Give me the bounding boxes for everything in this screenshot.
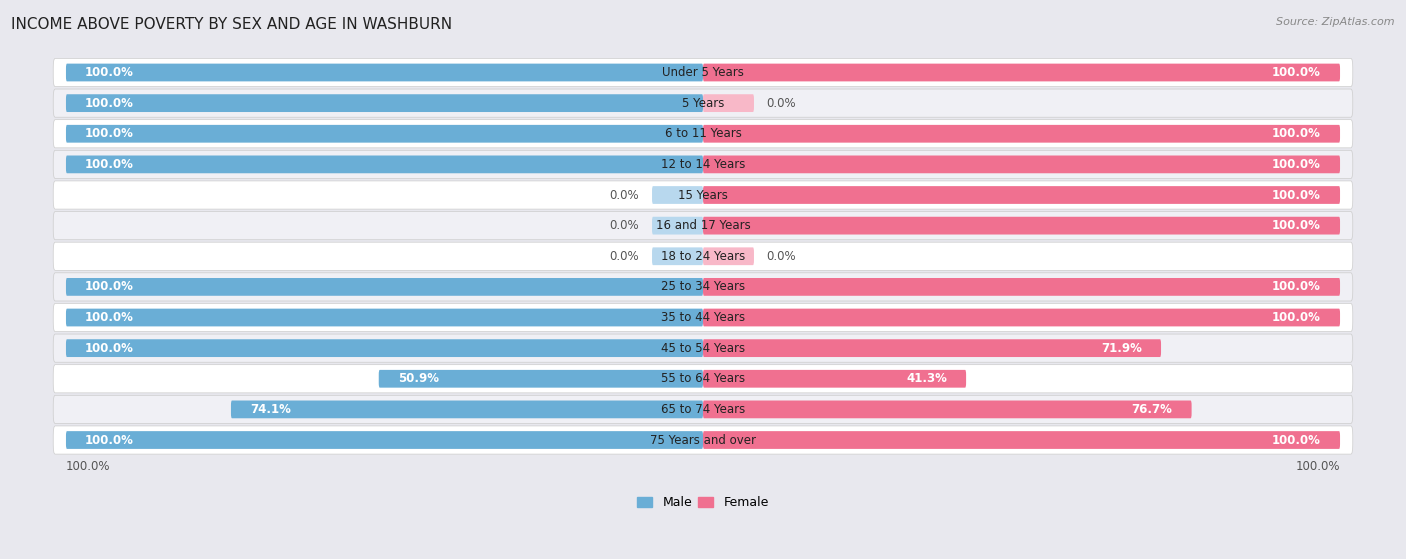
Text: 65 to 74 Years: 65 to 74 Years: [661, 403, 745, 416]
FancyBboxPatch shape: [231, 400, 703, 418]
FancyBboxPatch shape: [652, 217, 703, 235]
Text: 100.0%: 100.0%: [86, 311, 134, 324]
Text: 0.0%: 0.0%: [766, 250, 796, 263]
Text: 100.0%: 100.0%: [1272, 434, 1320, 447]
FancyBboxPatch shape: [53, 181, 1353, 209]
Text: 100.0%: 100.0%: [1272, 219, 1320, 232]
FancyBboxPatch shape: [53, 150, 1353, 178]
Text: Under 5 Years: Under 5 Years: [662, 66, 744, 79]
FancyBboxPatch shape: [53, 334, 1353, 362]
FancyBboxPatch shape: [703, 94, 754, 112]
FancyBboxPatch shape: [66, 278, 703, 296]
Text: 100.0%: 100.0%: [86, 434, 134, 447]
FancyBboxPatch shape: [66, 125, 703, 143]
FancyBboxPatch shape: [53, 364, 1353, 393]
FancyBboxPatch shape: [652, 248, 703, 265]
FancyBboxPatch shape: [703, 248, 754, 265]
FancyBboxPatch shape: [703, 186, 1340, 204]
FancyBboxPatch shape: [66, 64, 703, 82]
Text: 100.0%: 100.0%: [1272, 188, 1320, 201]
Text: 0.0%: 0.0%: [610, 188, 640, 201]
Text: 15 Years: 15 Years: [678, 188, 728, 201]
Text: 100.0%: 100.0%: [86, 66, 134, 79]
FancyBboxPatch shape: [53, 273, 1353, 301]
Text: 16 and 17 Years: 16 and 17 Years: [655, 219, 751, 232]
FancyBboxPatch shape: [53, 304, 1353, 331]
Text: Source: ZipAtlas.com: Source: ZipAtlas.com: [1277, 17, 1395, 27]
Text: 0.0%: 0.0%: [610, 250, 640, 263]
FancyBboxPatch shape: [53, 59, 1353, 87]
FancyBboxPatch shape: [703, 339, 1161, 357]
FancyBboxPatch shape: [53, 89, 1353, 117]
Text: 100.0%: 100.0%: [1272, 311, 1320, 324]
Text: 12 to 14 Years: 12 to 14 Years: [661, 158, 745, 171]
Text: 5 Years: 5 Years: [682, 97, 724, 110]
FancyBboxPatch shape: [703, 155, 1340, 173]
FancyBboxPatch shape: [66, 431, 703, 449]
FancyBboxPatch shape: [66, 339, 703, 357]
FancyBboxPatch shape: [53, 426, 1353, 454]
Text: 35 to 44 Years: 35 to 44 Years: [661, 311, 745, 324]
Text: 100.0%: 100.0%: [66, 459, 111, 472]
Text: 18 to 24 Years: 18 to 24 Years: [661, 250, 745, 263]
Text: 41.3%: 41.3%: [905, 372, 948, 385]
FancyBboxPatch shape: [703, 125, 1340, 143]
FancyBboxPatch shape: [53, 395, 1353, 424]
Text: 100.0%: 100.0%: [1272, 281, 1320, 293]
FancyBboxPatch shape: [66, 155, 703, 173]
Text: 0.0%: 0.0%: [766, 97, 796, 110]
Text: 100.0%: 100.0%: [1272, 66, 1320, 79]
Text: 50.9%: 50.9%: [398, 372, 439, 385]
FancyBboxPatch shape: [53, 120, 1353, 148]
Text: 100.0%: 100.0%: [1295, 459, 1340, 472]
Text: 45 to 54 Years: 45 to 54 Years: [661, 342, 745, 354]
Text: 100.0%: 100.0%: [86, 97, 134, 110]
FancyBboxPatch shape: [652, 186, 703, 204]
Text: 100.0%: 100.0%: [1272, 158, 1320, 171]
Text: 75 Years and over: 75 Years and over: [650, 434, 756, 447]
FancyBboxPatch shape: [703, 217, 1340, 235]
FancyBboxPatch shape: [703, 64, 1340, 82]
FancyBboxPatch shape: [53, 242, 1353, 271]
Text: 55 to 64 Years: 55 to 64 Years: [661, 372, 745, 385]
Text: 0.0%: 0.0%: [610, 219, 640, 232]
Legend: Male, Female: Male, Female: [633, 491, 773, 514]
Text: 25 to 34 Years: 25 to 34 Years: [661, 281, 745, 293]
Text: 100.0%: 100.0%: [86, 342, 134, 354]
Text: 74.1%: 74.1%: [250, 403, 291, 416]
FancyBboxPatch shape: [66, 309, 703, 326]
Text: 6 to 11 Years: 6 to 11 Years: [665, 127, 741, 140]
FancyBboxPatch shape: [703, 370, 966, 387]
Text: 100.0%: 100.0%: [86, 158, 134, 171]
FancyBboxPatch shape: [703, 278, 1340, 296]
FancyBboxPatch shape: [703, 400, 1192, 418]
Text: 100.0%: 100.0%: [86, 127, 134, 140]
Text: 100.0%: 100.0%: [86, 281, 134, 293]
Text: 71.9%: 71.9%: [1101, 342, 1142, 354]
FancyBboxPatch shape: [378, 370, 703, 387]
FancyBboxPatch shape: [703, 309, 1340, 326]
Text: INCOME ABOVE POVERTY BY SEX AND AGE IN WASHBURN: INCOME ABOVE POVERTY BY SEX AND AGE IN W…: [11, 17, 453, 32]
Text: 100.0%: 100.0%: [1272, 127, 1320, 140]
FancyBboxPatch shape: [66, 94, 703, 112]
FancyBboxPatch shape: [703, 431, 1340, 449]
FancyBboxPatch shape: [53, 211, 1353, 240]
Text: 76.7%: 76.7%: [1132, 403, 1173, 416]
